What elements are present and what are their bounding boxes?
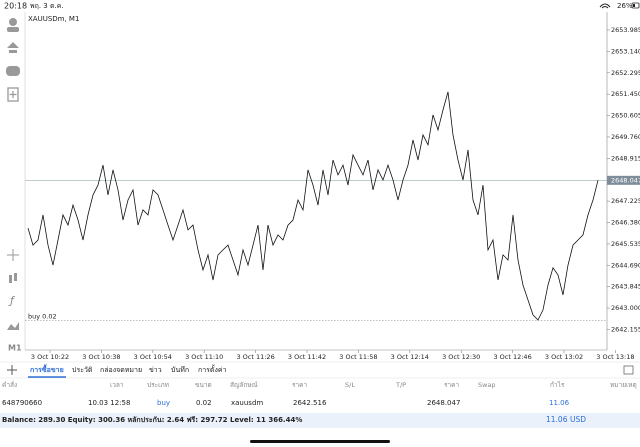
- price-tick-label: 2653.140: [611, 47, 640, 55]
- table-cell: 11.06: [549, 399, 570, 407]
- status-time: 20:18: [4, 2, 27, 11]
- status-date: พฤ. 3 ต.ค.: [30, 2, 64, 10]
- balance-currency: USD: [570, 415, 586, 424]
- table-header: ประเภท: [147, 381, 169, 389]
- time-tick-label: 3 Oct 11:58: [339, 353, 377, 361]
- balance-profit: 11.06: [546, 415, 568, 424]
- price-tick-label: 2650.605: [611, 112, 640, 120]
- status-battery: 26%: [617, 2, 633, 10]
- toolbar: ƒ: [6, 18, 20, 330]
- table-cell: xauusdm: [231, 399, 263, 407]
- balance-text: Balance: 289.30 Equity: 300.36 หลักประกั…: [2, 416, 302, 424]
- tab[interactable]: การซื้อขาย: [30, 363, 64, 374]
- price-tick-label: 2649.760: [611, 133, 640, 141]
- tab[interactable]: ประวัติ: [72, 366, 93, 374]
- chat-icon[interactable]: [6, 66, 20, 76]
- price-tick-label: 2642.155: [611, 325, 640, 333]
- price-tick-label: 2647.225: [611, 197, 640, 205]
- tab[interactable]: ข่าว: [149, 366, 162, 374]
- time-tick-label: 3 Oct 11:10: [185, 353, 223, 361]
- table-header: ราคา: [444, 381, 459, 389]
- table-cell: buy: [157, 399, 170, 407]
- current-price-box: [607, 175, 640, 185]
- price-tick-label: 2643.000: [611, 304, 640, 312]
- time-tick-label: 3 Oct 12:30: [442, 353, 480, 361]
- time-tick-label: 3 Oct 10:54: [134, 353, 172, 361]
- time-tick-label: 3 Oct 13:18: [596, 353, 634, 361]
- current-price-label: 2648.047: [611, 176, 640, 184]
- wifi-icon: [599, 3, 611, 9]
- table-header: S/L: [345, 381, 355, 389]
- price-tick-label: 2648.915: [611, 154, 640, 162]
- price-tick-label: 2646.380: [611, 219, 640, 227]
- table-header: เวลา: [110, 381, 124, 389]
- price-tick-label: 2653.985: [611, 26, 640, 34]
- indicator-icon[interactable]: ƒ: [8, 294, 16, 307]
- price-line: [27, 91, 599, 321]
- order-label: buy 0.02: [28, 312, 57, 320]
- table-header: ขนาด: [195, 381, 212, 389]
- timeframe[interactable]: M1: [8, 344, 22, 353]
- table-header: T/P: [395, 381, 406, 389]
- price-tick-label: 2652.295: [611, 69, 640, 77]
- price-tick-label: 2645.535: [611, 240, 640, 248]
- table-cell: 648790660: [2, 399, 42, 407]
- candles-icon-b: [14, 273, 17, 281]
- table-cell: 2648.047: [427, 399, 460, 407]
- trade-icon[interactable]: [7, 42, 19, 53]
- table-header: สัญลักษณ์: [230, 381, 258, 389]
- table-header: คำสั่ง: [2, 380, 17, 389]
- account-icon[interactable]: [9, 18, 17, 26]
- time-tick-label: 3 Oct 11:42: [288, 353, 326, 361]
- new-order-icon[interactable]: [7, 87, 19, 102]
- plus-icon: [9, 91, 17, 98]
- add-button[interactable]: [7, 365, 17, 375]
- price-tick-label: 2651.450: [611, 90, 640, 98]
- account-icon-body[interactable]: [7, 27, 19, 32]
- tab[interactable]: บันทึก: [171, 365, 189, 374]
- objects-icon[interactable]: [7, 322, 19, 330]
- layout-button[interactable]: [623, 365, 634, 375]
- table-cell: 0.02: [196, 399, 212, 407]
- balance-bg: [0, 413, 640, 428]
- candles-icon[interactable]: [9, 275, 12, 283]
- time-tick-label: 3 Oct 10:22: [31, 353, 69, 361]
- table-cell: 10.03 12:58: [88, 399, 130, 407]
- battery-level: [633, 4, 635, 7]
- table-cell: 2642.516: [293, 399, 327, 407]
- time-tick-label: 3 Oct 13:02: [545, 353, 583, 361]
- table-header: Swap: [478, 381, 496, 389]
- battery-icon: [631, 2, 640, 9]
- home-indicator: [250, 440, 390, 443]
- table-header: กำไร: [550, 381, 565, 389]
- price-tick-label: 2644.690: [611, 261, 640, 269]
- table-header: หมายเหตุ: [610, 381, 637, 389]
- tab[interactable]: กล่องจดหมาย: [100, 366, 142, 374]
- time-tick-label: 3 Oct 10:38: [82, 353, 120, 361]
- time-tick-label: 3 Oct 11:26: [236, 353, 274, 361]
- chart-symbol: XAUUSDm, M1: [28, 15, 79, 23]
- crosshair-icon[interactable]: [7, 249, 19, 261]
- time-tick-label: 3 Oct 12:14: [391, 353, 429, 361]
- time-tick-label: 3 Oct 12:46: [493, 353, 531, 361]
- tab[interactable]: การตั้งค่า: [198, 363, 227, 374]
- table-header: ราคา: [292, 381, 307, 389]
- price-tick-label: 2643.845: [611, 283, 640, 291]
